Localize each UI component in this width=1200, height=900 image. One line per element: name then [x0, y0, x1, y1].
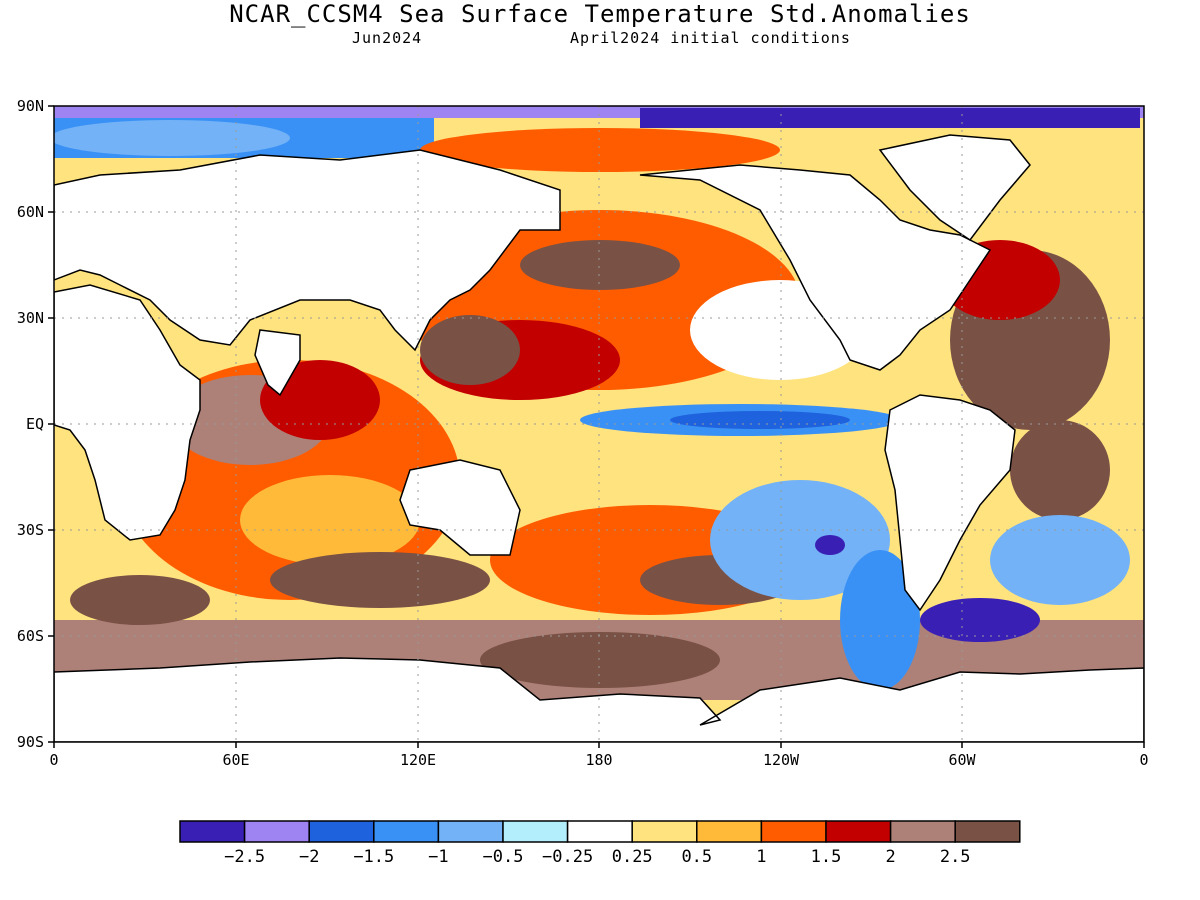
southeast-pacific-cold-spot [815, 535, 845, 555]
lon-label: 60W [948, 751, 976, 769]
india [254, 329, 301, 397]
bay-of-bengal-red [260, 360, 380, 440]
antarctica [54, 657, 1144, 742]
colorbar-swatch [696, 820, 763, 843]
colorbar-label: −1 [428, 847, 448, 867]
australia [399, 459, 521, 556]
lat-label: 30N [17, 309, 44, 327]
continents [54, 134, 1144, 742]
longitude-labels: 0 60E 120E 180 120W 60W 0 [49, 751, 1148, 769]
colorbar-label: 0.25 [612, 847, 653, 867]
colorbar-swatch [825, 820, 892, 843]
map-title: NCAR_CCSM4 Sea Surface Temperature Std.A… [229, 0, 971, 28]
colorbar-label: −2 [299, 847, 319, 867]
colorbar-swatch [243, 820, 310, 843]
lon-label: 0 [1139, 751, 1148, 769]
eurasia [54, 149, 561, 352]
graticule [54, 106, 1144, 742]
colorbar-swatch [760, 820, 827, 843]
africa [54, 284, 201, 541]
south-america [884, 394, 1016, 612]
ross-sea-dark [480, 632, 720, 688]
axis-ticks [48, 105, 1145, 748]
colorbar-label: −0.25 [542, 847, 593, 867]
lon-label: 180 [585, 751, 612, 769]
colorbar-label: 0.5 [681, 847, 712, 867]
drake-passage-cold [920, 598, 1040, 642]
southern-indian-dark [270, 552, 490, 608]
lat-label: EQ [26, 415, 44, 433]
south-atlantic-tropical-dark [1010, 420, 1110, 520]
arctic-orange-band [420, 128, 780, 172]
south-atlantic-dark [70, 575, 210, 625]
arctic-light-blue [54, 120, 290, 156]
colorbar-label: −1.5 [353, 847, 394, 867]
indian-ocean-gold [240, 475, 420, 565]
lon-label: 120W [763, 751, 800, 769]
lat-label: 30S [17, 521, 44, 539]
lat-label: 60S [17, 627, 44, 645]
chile-coast-cool [840, 550, 920, 690]
colorbar-swatch [373, 820, 440, 843]
latitude-labels: 90N 60N 30N EQ 30S 60S 90S [17, 97, 44, 751]
north-america [639, 164, 992, 371]
colorbar-swatch [502, 820, 569, 843]
west-pacific-dark [420, 315, 520, 385]
colorbar-label: −2.5 [224, 847, 265, 867]
colorbar-label: 2.5 [940, 847, 971, 867]
lat-label: 90S [17, 733, 44, 751]
colorbar-label: 1 [756, 847, 766, 867]
southeast-pacific-cool [710, 480, 890, 600]
colorbar: −2.5 −2 −1.5 −1 −0.5 −0.25 0.25 0.5 1 1.5 2 2.5 [179, 820, 1021, 867]
south-atlantic-cool [990, 515, 1130, 605]
greenland [878, 134, 1031, 242]
lon-label: 0 [49, 751, 58, 769]
colorbar-swatch [308, 820, 375, 843]
colorbar-label: 2 [885, 847, 895, 867]
colorbar-swatch [631, 820, 698, 843]
lat-label: 60N [17, 203, 44, 221]
colorbar-label: 1.5 [811, 847, 842, 867]
colorbar-swatch [954, 820, 1021, 843]
colorbar-label: −0.5 [483, 847, 524, 867]
initial-conditions: April2024 initial conditions [570, 29, 851, 47]
arctic-dark-blue [640, 108, 1140, 128]
colorbar-swatch [437, 820, 504, 843]
forecast-month: Jun2024 [352, 29, 423, 47]
colorbar-swatch [889, 820, 956, 843]
lon-label: 120E [400, 751, 436, 769]
colorbar-swatch [179, 820, 246, 843]
lon-label: 60E [222, 751, 249, 769]
equatorial-cold-core [670, 411, 850, 429]
colorbar-swatch [566, 820, 633, 843]
lat-label: 90N [17, 97, 44, 115]
north-pacific-dark [520, 240, 680, 290]
